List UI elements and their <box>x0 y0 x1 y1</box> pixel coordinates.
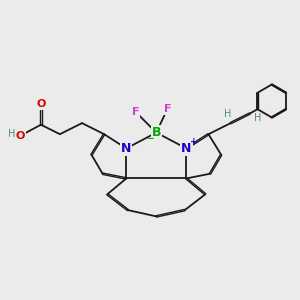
Text: H: H <box>8 129 15 139</box>
Text: H: H <box>254 113 261 123</box>
Text: N: N <box>181 142 191 155</box>
Text: O: O <box>36 99 46 109</box>
Text: F: F <box>164 104 171 114</box>
Text: H: H <box>224 109 232 119</box>
Text: B: B <box>152 126 161 139</box>
Text: −: − <box>146 134 153 143</box>
Text: F: F <box>132 107 140 117</box>
Text: O: O <box>16 131 25 141</box>
Text: N: N <box>121 142 131 155</box>
Text: +: + <box>190 137 197 146</box>
